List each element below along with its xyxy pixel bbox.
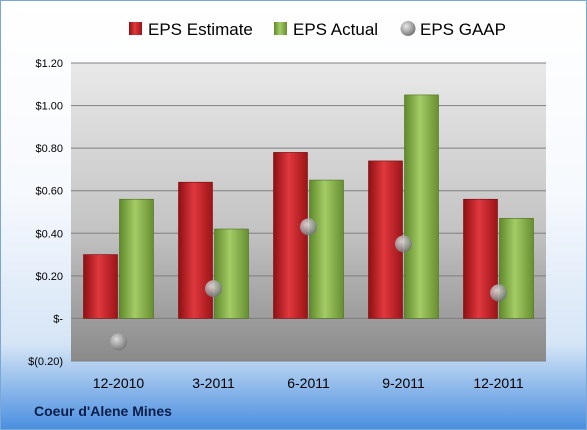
legend-label: EPS GAAP <box>420 20 506 39</box>
x-category-label: 6-2011 <box>287 375 330 391</box>
eps-estimate-bar <box>463 198 498 319</box>
eps-gaap-marker <box>110 333 127 351</box>
eps-estimate-bar <box>178 181 213 319</box>
x-category-label: 12-2010 <box>93 375 145 391</box>
legend-label: EPS Actual <box>293 20 378 39</box>
x-category-label: 12-2011 <box>473 375 524 391</box>
eps-actual-bar <box>404 94 439 319</box>
x-category-label: 3-2011 <box>192 375 235 391</box>
y-tick-label: $0.60 <box>35 186 63 198</box>
eps-estimate-bar <box>83 254 118 319</box>
x-category-label: 9-2011 <box>382 375 425 391</box>
legend-swatch-estimate <box>129 22 142 35</box>
eps-actual-bar <box>214 228 249 319</box>
eps-gaap-marker <box>205 280 222 298</box>
y-axis-ticks: $(0.20) $- $0.20 $0.40 $0.60 $0.80 $1.00 $1.20 <box>28 58 63 368</box>
legend: EPS Estimate EPS Actual EPS GAAP <box>129 20 506 39</box>
bars <box>83 94 534 319</box>
company-name: Coeur d'Alene Mines <box>34 403 172 419</box>
y-tick-label: $- <box>53 313 63 325</box>
gaap-markers <box>110 218 507 351</box>
legend-swatch-gaap <box>400 21 416 36</box>
y-tick-label: $0.20 <box>35 271 63 283</box>
eps-gaap-marker <box>395 235 412 253</box>
eps-estimate-bar <box>273 152 308 319</box>
x-axis-categories: 12-2010 3-2011 6-2011 9-2011 12-2011 <box>93 375 524 391</box>
y-tick-label: $0.80 <box>35 143 63 155</box>
y-tick-label: $1.20 <box>35 58 63 70</box>
y-tick-label: $(0.20) <box>28 356 63 368</box>
legend-label: EPS Estimate <box>148 20 253 39</box>
eps-gaap-marker <box>300 218 317 236</box>
y-tick-label: $0.40 <box>35 228 63 240</box>
eps-gaap-marker <box>490 284 507 302</box>
eps-actual-bar <box>499 218 534 319</box>
legend-swatch-actual <box>274 22 287 35</box>
eps-actual-bar <box>309 179 344 319</box>
eps-actual-bar <box>119 198 154 319</box>
y-tick-label: $1.00 <box>35 101 63 113</box>
